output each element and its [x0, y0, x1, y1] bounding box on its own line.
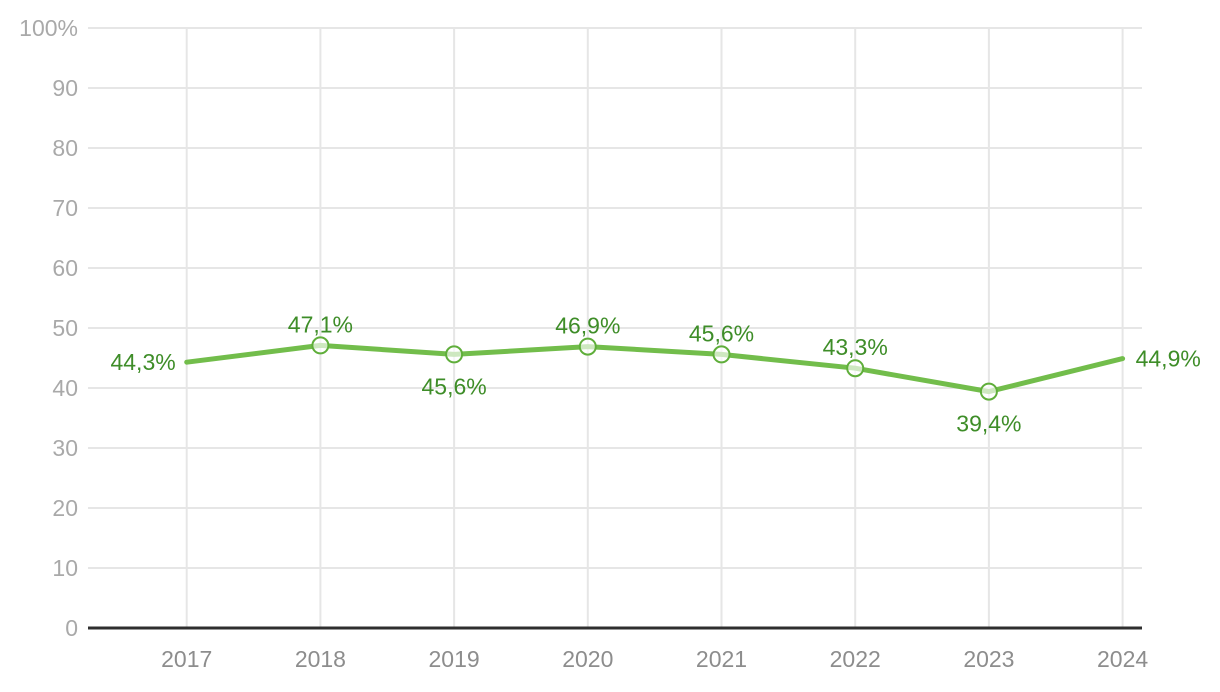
data-point-marker[interactable] [712, 345, 731, 364]
y-tick-label: 20 [52, 495, 78, 521]
x-tick-label: 2019 [429, 646, 480, 672]
data-point-label: 39,4% [956, 411, 1021, 437]
data-point-marker[interactable] [311, 336, 330, 355]
y-tick-label: 50 [52, 315, 78, 341]
y-tick-label: 70 [52, 195, 78, 221]
data-point-marker[interactable] [846, 359, 865, 378]
data-point-label: 45,6% [421, 373, 486, 399]
data-point-marker[interactable] [445, 345, 464, 364]
y-tick-label: 60 [52, 255, 78, 281]
y-tick-label: 10 [52, 555, 78, 581]
x-tick-label: 2020 [562, 646, 613, 672]
x-tick-label: 2018 [295, 646, 346, 672]
y-tick-label: 40 [52, 375, 78, 401]
x-tick-label: 2017 [161, 646, 212, 672]
y-tick-label: 80 [52, 135, 78, 161]
data-point-marker[interactable] [578, 337, 597, 356]
data-point-label: 46,9% [555, 313, 620, 339]
y-tick-label: 30 [52, 435, 78, 461]
data-point-marker[interactable] [979, 382, 998, 401]
data-point-label: 47,1% [288, 311, 353, 337]
x-tick-label: 2022 [830, 646, 881, 672]
series-line [184, 342, 1126, 395]
x-tick-label: 2024 [1097, 646, 1148, 672]
data-point-label: 45,6% [689, 320, 754, 346]
y-tick-label: 0 [65, 615, 78, 641]
data-point-label: 43,3% [823, 334, 888, 360]
x-tick-label: 2023 [963, 646, 1014, 672]
y-tick-label: 90 [52, 75, 78, 101]
x-tick-label: 2021 [696, 646, 747, 672]
data-point-label: 44,3% [110, 349, 175, 375]
data-point-label: 44,9% [1136, 346, 1201, 372]
y-tick-label: 100% [19, 15, 78, 41]
